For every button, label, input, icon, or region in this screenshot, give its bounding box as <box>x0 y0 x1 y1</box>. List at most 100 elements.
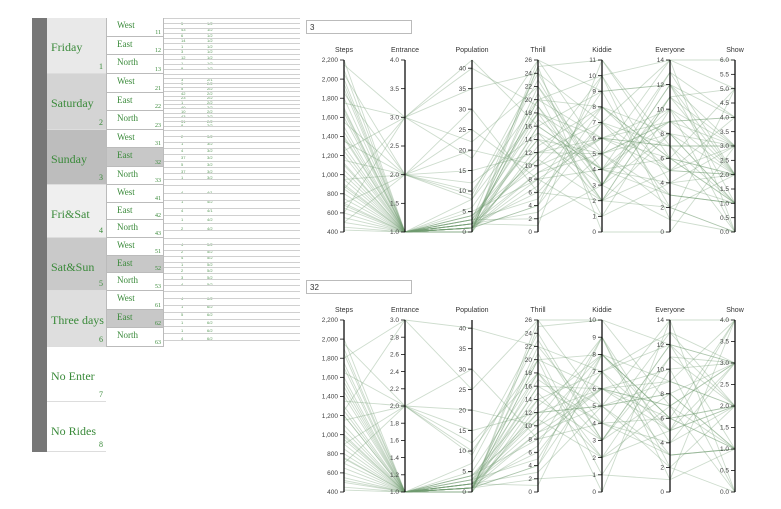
region-id: 12 <box>155 48 161 55</box>
axis-title: Everyone <box>655 307 685 314</box>
day-id: 4 <box>99 226 103 235</box>
day-node[interactable]: Friday 1 <box>47 18 106 74</box>
day-node[interactable]: Sat&Sun 5 <box>47 238 106 291</box>
day-node[interactable]: Three days 6 <box>47 291 106 347</box>
tick-label: 24 <box>525 70 533 77</box>
leaf-count: 1 <box>181 303 184 309</box>
region-node-east[interactable]: East 52 <box>106 255 164 274</box>
region-id: 11 <box>155 29 161 36</box>
leaf-count: 1 <box>181 319 184 325</box>
tick-label: 0 <box>462 229 466 236</box>
day-node[interactable]: No Enter 7 <box>47 347 106 402</box>
tick-label: 1,400 <box>322 134 339 141</box>
tick-label: 0 <box>592 489 596 496</box>
tick-label: 1,600 <box>322 375 339 382</box>
leaf-count: 4 <box>181 147 184 153</box>
leaf-code: 6/2 <box>207 303 213 309</box>
leaf-row-line <box>164 82 300 84</box>
record-line <box>343 137 736 176</box>
tick-label: 10 <box>525 163 533 170</box>
leaf-code: 3/2 <box>207 154 213 160</box>
leaf-count: 5 <box>181 86 184 92</box>
leaf-count: 1 <box>181 61 183 66</box>
region-node-east[interactable]: East 22 <box>106 92 164 112</box>
region-node-north[interactable]: North 53 <box>106 273 164 291</box>
leaf-row-line <box>164 261 300 263</box>
leaf-row-line <box>164 53 300 55</box>
tick-label: 2 <box>592 198 596 205</box>
axis-title: Kiddie <box>592 47 612 54</box>
leaf-row-line <box>164 249 300 251</box>
region-node-north[interactable]: North 13 <box>106 55 164 74</box>
leaf-row-line <box>164 142 300 144</box>
leaf-code: 2/1 <box>207 76 213 82</box>
tick-label: 3.0 <box>720 360 729 367</box>
region-node-east[interactable]: East 42 <box>106 202 164 221</box>
day-node[interactable]: No Rides 8 <box>47 402 106 452</box>
region-node-west[interactable]: West 41 <box>106 185 164 203</box>
leaf-row-line <box>164 215 300 217</box>
tick-label: 10 <box>459 448 467 455</box>
tick-label: 5.5 <box>720 72 729 79</box>
tick-label: 9 <box>592 334 596 341</box>
leaf-code: 1/2 <box>207 43 213 49</box>
tick-label: 2,200 <box>322 57 339 64</box>
tick-label: 10 <box>525 423 533 430</box>
leaf-row-line <box>164 78 300 80</box>
leaf-row-line <box>164 285 300 287</box>
region-label: East <box>117 311 133 322</box>
leaf-count: 37 <box>181 154 186 160</box>
tick-label: 6.0 <box>720 57 729 64</box>
tick-label: 4.0 <box>720 115 729 122</box>
region-node-west[interactable]: West 21 <box>106 74 164 93</box>
tree-root-bar[interactable] <box>32 18 47 452</box>
leaf-count: 5 <box>181 161 184 167</box>
axis-title: Steps <box>335 307 353 314</box>
leaf-row-line <box>164 108 300 110</box>
tick-label: 0.0 <box>720 489 729 496</box>
region-id: 41 <box>155 195 161 202</box>
leaf-count: 42 <box>181 90 186 96</box>
tick-label: 0 <box>528 489 532 496</box>
region-node-north[interactable]: North 23 <box>106 111 164 130</box>
region-node-east[interactable]: East 32 <box>106 148 164 167</box>
region-node-west[interactable]: West 31 <box>106 130 164 149</box>
region-node-west[interactable]: West 51 <box>106 238 164 256</box>
tick-label: 5 <box>592 151 596 158</box>
leaf-code: 5/2 <box>207 275 213 281</box>
region-node-north[interactable]: North 43 <box>106 220 164 238</box>
tick-label: 2 <box>528 476 532 483</box>
region-node-north[interactable]: North 33 <box>106 166 164 185</box>
chart-2-filter-box[interactable]: 32 <box>306 280 412 294</box>
tick-label: 600 <box>327 210 338 217</box>
tick-label: 22 <box>525 84 533 91</box>
region-node-east[interactable]: East 12 <box>106 36 164 56</box>
tick-label: 0 <box>660 229 664 236</box>
leaf-row-line <box>164 267 300 269</box>
leaf-count: 3 <box>181 76 184 82</box>
parallel-coordinates-chart-2[interactable]: Steps4006008001,0001,2001,4001,6001,8002… <box>300 300 770 505</box>
leaf-code: 1/2 <box>207 38 213 44</box>
leaf-code: 2/2 <box>207 95 213 101</box>
day-node[interactable]: Sunday 3 <box>47 130 106 185</box>
parallel-coordinates-chart-1[interactable]: Steps4006008001,0001,2001,4001,6001,8002… <box>300 40 770 245</box>
day-node[interactable]: Fri&Sat 4 <box>47 185 106 238</box>
leaf-count: 12 <box>181 54 186 60</box>
leaf-row-line <box>164 333 300 334</box>
region-node-north[interactable]: North 63 <box>106 328 164 347</box>
region-id: 31 <box>155 141 161 148</box>
leaf-row-line <box>164 172 300 174</box>
tick-label: 1.0 <box>390 489 399 496</box>
region-label: North <box>117 222 138 233</box>
chart-1-filter-box[interactable]: 3 <box>306 20 412 34</box>
leaf-count: 4 <box>181 335 184 341</box>
region-node-west[interactable]: West 61 <box>106 291 164 310</box>
region-node-east[interactable]: East 62 <box>106 309 164 329</box>
leaf-count: 1 <box>181 43 184 49</box>
region-node-west[interactable]: West 11 <box>106 18 164 37</box>
day-id: 7 <box>99 390 103 399</box>
day-node[interactable]: Saturday 2 <box>47 74 106 130</box>
tick-label: 10 <box>657 366 665 373</box>
leaf-row-line <box>164 58 300 60</box>
leaf-count: 9 <box>181 66 183 71</box>
